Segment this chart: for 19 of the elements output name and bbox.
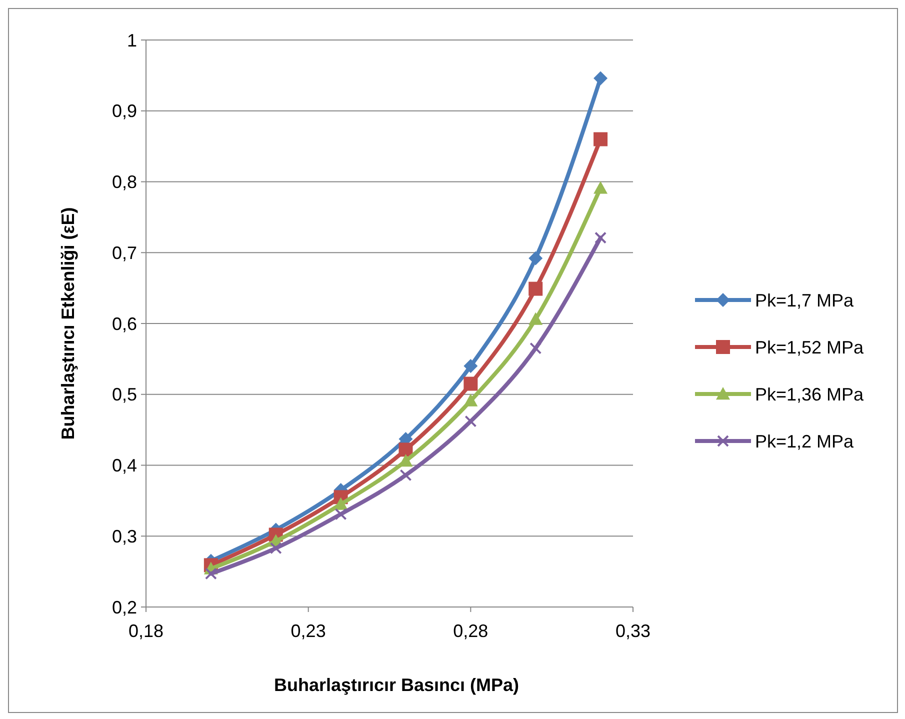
y-axis-title: Buharlaştırıcı Etkenliği (εE) — [58, 207, 78, 440]
y-tick-label: 0,5 — [112, 384, 137, 405]
x-tick-label: 0,23 — [290, 621, 326, 641]
x-tick-label: 0,33 — [615, 621, 651, 641]
legend-label: Pk=1,52 MPa — [755, 337, 865, 358]
x-tick-label: 0,28 — [453, 621, 488, 641]
y-tick-label: 0,9 — [112, 101, 137, 122]
legend-label: Pk=1,36 MPa — [755, 384, 865, 404]
y-tick-label: 0,2 — [112, 597, 137, 618]
y-tick-label: 0,6 — [112, 314, 137, 334]
y-tick-label: 0,7 — [112, 242, 137, 263]
y-tick-label: 1 — [126, 30, 137, 50]
legend-label: Pk=1,7 MPa — [755, 290, 855, 310]
legend-label: Pk=1,2 MPa — [755, 431, 855, 452]
x-tick-label: 0,18 — [128, 621, 164, 641]
x-axis-title: Buharlaştırıcır Basıncı (MPa) — [274, 675, 520, 695]
y-tick-label: 0,4 — [112, 456, 137, 476]
y-tick-label: 0,3 — [112, 526, 137, 546]
y-tick-label: 0,8 — [112, 172, 137, 192]
